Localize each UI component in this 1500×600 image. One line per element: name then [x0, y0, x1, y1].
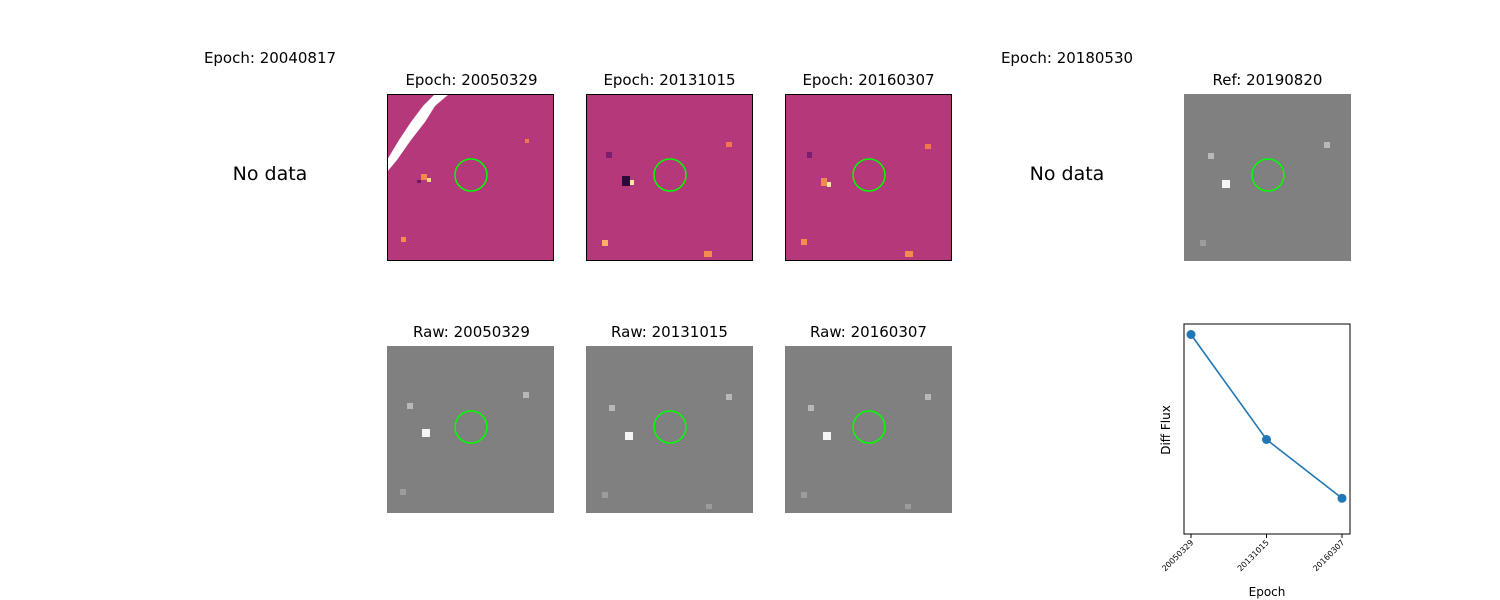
star-blob	[401, 237, 406, 242]
diff-image-20160307	[785, 94, 952, 261]
star-blob	[905, 504, 911, 509]
diff-flux-light-curve: 20050329 20131015 20160307 Diff Flux Epoch	[1159, 323, 1351, 599]
star-blob	[704, 251, 712, 257]
raw-image-20160307	[785, 346, 952, 513]
epoch-20040817-title: Epoch: 20040817	[203, 49, 337, 67]
target-circle	[852, 410, 886, 444]
ref-20190820-title: Ref: 20190820	[1212, 71, 1323, 89]
diff-image-20050329	[387, 94, 554, 261]
star-blob	[925, 394, 931, 400]
y-axis-label: Diff Flux	[1159, 405, 1173, 455]
star-blob	[1208, 153, 1214, 159]
target-circle	[1251, 158, 1285, 192]
star-blob	[1324, 142, 1330, 148]
x-tick-label: 20131015	[1236, 538, 1271, 573]
star-blob	[706, 504, 712, 509]
target-circle	[454, 410, 488, 444]
target-circle	[653, 410, 687, 444]
star-blob	[1222, 180, 1230, 188]
star-blob	[400, 489, 406, 495]
epoch-20131015-title: Epoch: 20131015	[603, 71, 736, 89]
plot-frame	[1183, 323, 1351, 535]
epoch-20050329-title: Epoch: 20050329	[405, 71, 538, 89]
star-blob	[417, 180, 421, 183]
star-blob	[801, 492, 807, 498]
raw-image-20050329	[387, 346, 554, 513]
star-blob	[827, 182, 831, 187]
target-circle	[454, 158, 488, 192]
epoch-20160307-title: Epoch: 20160307	[802, 71, 935, 89]
data-point	[1186, 330, 1196, 339]
star-blob	[801, 239, 807, 245]
star-blob	[427, 178, 431, 182]
star-blob	[421, 174, 427, 180]
star-blob	[726, 394, 732, 400]
target-circle	[852, 158, 886, 192]
star-blob	[807, 152, 812, 158]
star-blob	[523, 392, 529, 398]
star-blob	[630, 180, 634, 185]
masked-streak	[387, 94, 449, 172]
star-blob	[905, 251, 913, 257]
raw-image-20131015	[586, 346, 753, 513]
star-blob	[925, 144, 931, 149]
data-point	[1337, 493, 1347, 503]
raw-20160307-title: Raw: 20160307	[810, 323, 927, 341]
x-axis-label: Epoch	[1249, 585, 1286, 599]
raw-20050329-title: Raw: 20050329	[413, 323, 530, 341]
star-blob	[602, 240, 608, 246]
x-tick-label: 20050329	[1160, 538, 1195, 573]
no-data-label-2: No data	[1029, 163, 1105, 185]
x-tick-label: 20160307	[1311, 538, 1346, 573]
star-blob	[622, 176, 630, 186]
star-blob	[407, 403, 413, 409]
diff-image-20131015	[586, 94, 753, 261]
star-blob	[606, 152, 612, 158]
no-data-label-1: No data	[232, 163, 308, 185]
raw-20131015-title: Raw: 20131015	[611, 323, 728, 341]
target-circle	[653, 158, 687, 192]
epoch-20180530-title: Epoch: 20180530	[1000, 49, 1134, 67]
star-blob	[726, 142, 732, 147]
star-blob	[609, 405, 615, 411]
star-blob	[1200, 240, 1206, 246]
star-blob	[625, 432, 633, 440]
star-blob	[821, 178, 827, 186]
star-blob	[422, 429, 430, 437]
data-point	[1262, 435, 1271, 444]
star-blob	[808, 405, 814, 411]
star-blob	[823, 432, 831, 440]
star-blob	[525, 139, 529, 143]
ref-image-20190820	[1184, 94, 1351, 261]
star-blob	[602, 492, 608, 498]
